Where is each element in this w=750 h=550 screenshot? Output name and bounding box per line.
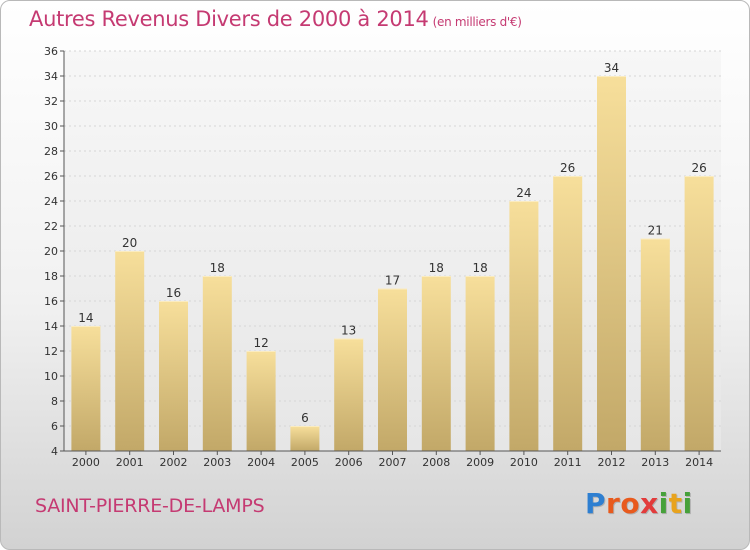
y-tick-label: 30 — [44, 120, 58, 133]
commune-name: SAINT-PIERRE-DE-LAMPS — [35, 495, 265, 517]
data-label: 13 — [341, 324, 356, 338]
bar — [465, 276, 495, 451]
title-text: Autres Revenus Divers de 2000 à 2014 — [29, 7, 429, 31]
y-tick-label: 20 — [44, 245, 58, 258]
bar — [509, 201, 539, 451]
x-tick-label: 2007 — [379, 456, 407, 469]
data-label: 26 — [691, 161, 706, 175]
x-tick-label: 2012 — [598, 456, 626, 469]
y-tick-label: 26 — [44, 170, 58, 183]
x-tick-label: 2004 — [247, 456, 275, 469]
data-label: 12 — [253, 336, 268, 350]
y-tick-label: 12 — [44, 345, 58, 358]
x-tick-label: 2014 — [685, 456, 713, 469]
data-label: 6 — [301, 411, 309, 425]
y-tick-label: 8 — [51, 395, 58, 408]
bar — [246, 351, 276, 451]
x-tick-label: 2009 — [466, 456, 494, 469]
x-tick-label: 2013 — [641, 456, 669, 469]
y-tick-label: 24 — [44, 195, 58, 208]
bar — [115, 251, 145, 451]
data-label: 17 — [385, 274, 400, 288]
data-label: 18 — [472, 261, 487, 275]
x-tick-label: 2011 — [554, 456, 582, 469]
y-tick-label: 4 — [51, 445, 58, 458]
y-tick-label: 28 — [44, 145, 58, 158]
data-label: 34 — [604, 61, 619, 75]
bar — [334, 338, 364, 451]
data-label: 26 — [560, 161, 575, 175]
x-tick-label: 2003 — [203, 456, 231, 469]
y-tick-label: 36 — [44, 45, 58, 58]
y-tick-label: 32 — [44, 95, 58, 108]
logo-letter: t — [668, 487, 683, 520]
data-label: 24 — [516, 186, 531, 200]
bar — [290, 426, 320, 451]
y-tick-label: 14 — [44, 320, 58, 333]
bar — [640, 238, 670, 451]
data-label: 14 — [78, 311, 93, 325]
x-tick-label: 2002 — [160, 456, 188, 469]
title-unit: (en milliers d'€) — [432, 15, 522, 29]
bar — [159, 301, 188, 451]
data-label: 18 — [210, 261, 225, 275]
proxiti-logo: Proxiti — [585, 487, 693, 520]
x-tick-label: 2008 — [422, 456, 450, 469]
x-tick-label: 2001 — [116, 456, 144, 469]
logo-letter: i — [658, 487, 669, 520]
logo-letter: P — [585, 487, 607, 520]
logo-letter: x — [640, 487, 659, 520]
bar — [421, 276, 451, 451]
logo-letter: i — [682, 487, 693, 520]
y-tick-label: 18 — [44, 270, 58, 283]
logo-letter: o — [620, 487, 641, 520]
data-label: 16 — [166, 286, 181, 300]
y-tick-label: 22 — [44, 220, 58, 233]
x-tick-label: 2010 — [510, 456, 538, 469]
x-tick-label: 2006 — [335, 456, 363, 469]
y-tick-label: 34 — [44, 70, 58, 83]
data-label: 21 — [648, 224, 663, 238]
bar — [597, 76, 626, 451]
y-tick-label: 10 — [44, 370, 58, 383]
data-label: 18 — [429, 261, 444, 275]
y-tick-label: 6 — [51, 420, 58, 433]
bar — [684, 176, 714, 451]
bar — [378, 288, 407, 451]
x-tick-label: 2000 — [72, 456, 100, 469]
y-tick-label: 16 — [44, 295, 58, 308]
chart-title: Autres Revenus Divers de 2000 à 2014 (en … — [29, 7, 522, 31]
logo-letter: r — [606, 487, 621, 520]
bar — [71, 326, 101, 451]
x-tick-label: 2005 — [291, 456, 319, 469]
bar — [553, 176, 583, 451]
data-label: 20 — [122, 236, 137, 250]
bar — [202, 276, 232, 451]
